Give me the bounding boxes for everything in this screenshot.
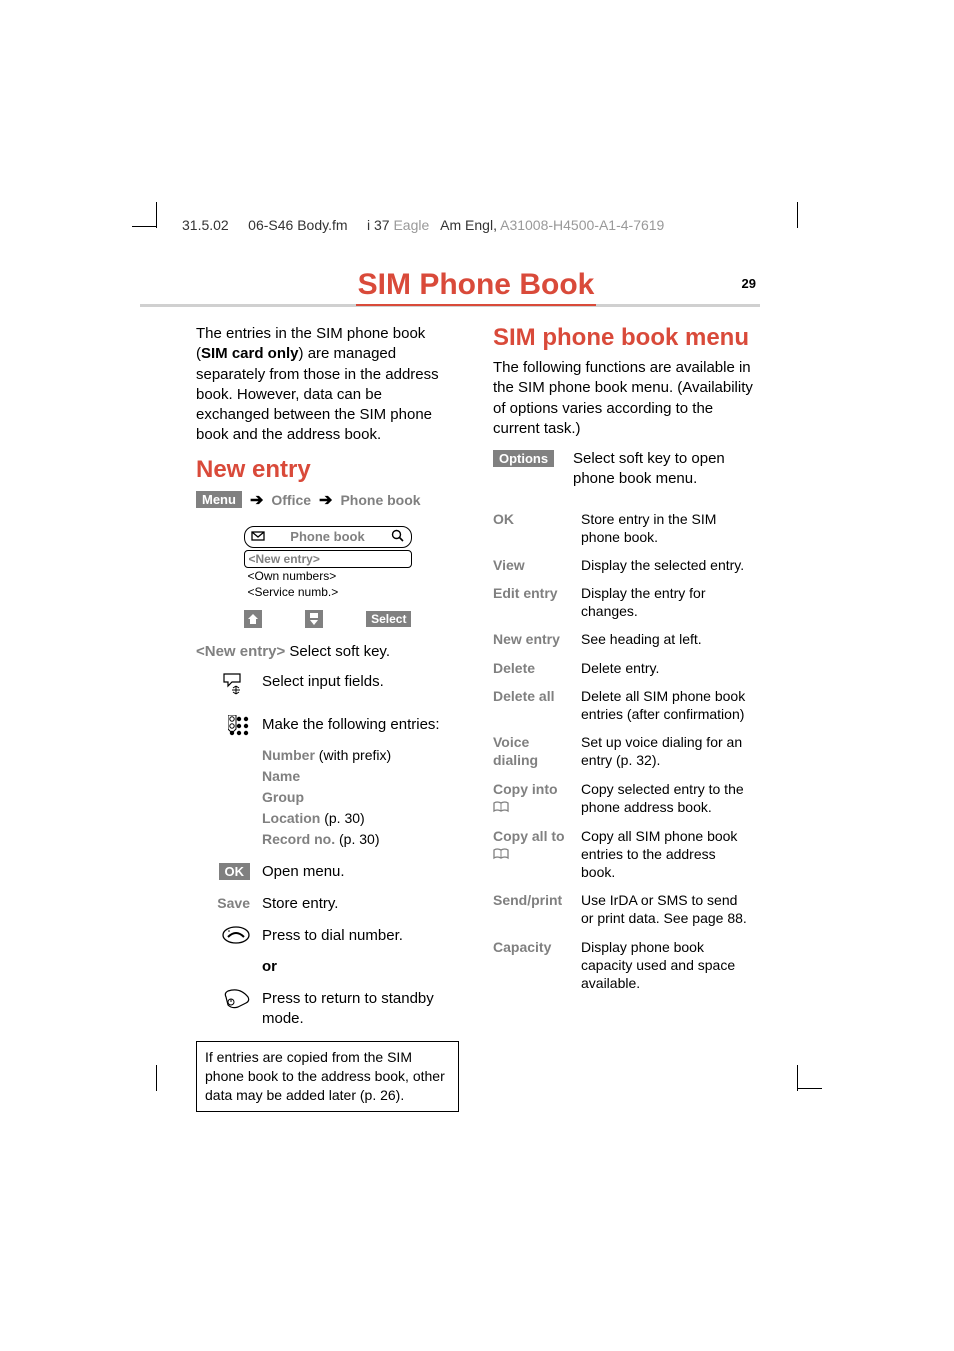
option-desc: Use IrDA or SMS to send or print data. S… (581, 886, 756, 932)
field-location: Location (p. 30) (262, 808, 459, 829)
intro-paragraph: The entries in the SIM phone book (SIM c… (196, 324, 459, 446)
call-key-icon (196, 926, 250, 977)
step-save: Save Store entry. (196, 894, 459, 914)
save-label: Save (196, 894, 250, 914)
option-label: Send/print (493, 886, 581, 932)
right-column: SIM phone book menu The following functi… (493, 324, 756, 1112)
option-desc: Copy selected entry to the phone address… (581, 775, 756, 822)
option-label: Voice dialing (493, 728, 581, 774)
crop-mark (156, 1065, 157, 1091)
keypad-icon (196, 715, 250, 850)
option-label: New entry (493, 625, 581, 653)
option-label: Copy into (493, 775, 581, 822)
option-desc: Display the entry for changes. (581, 579, 756, 625)
phone-tab-bar: Phone book (244, 526, 412, 548)
option-row: Delete allDelete all SIM phone book entr… (493, 682, 756, 728)
header-idx: i 37 (367, 217, 390, 233)
phone-tab-title: Phone book (290, 529, 364, 544)
options-table: OKStore entry in the SIM phone book.View… (493, 506, 756, 999)
left-column: The entries in the SIM phone book (SIM c… (196, 324, 459, 1112)
crop-mark (156, 202, 157, 228)
address-book-icon (493, 847, 509, 862)
step-keypad: Make the following entries: Number (with… (196, 715, 459, 850)
phone-list-highlight: <New entry> (244, 550, 412, 568)
select-softkey: Select (366, 611, 411, 627)
option-label: OK (493, 506, 581, 551)
options-tag: Options (493, 450, 554, 467)
menu-path: Menu ➔ Office ➔ Phone book (196, 490, 459, 510)
option-label: View (493, 551, 581, 579)
option-desc: Delete entry. (581, 654, 756, 682)
option-desc: Copy all SIM phone book entries to the a… (581, 822, 756, 887)
header-lang: Am Engl (440, 217, 493, 233)
header-date: 31.5.02 (182, 217, 229, 233)
menu-intro: The following functions are available in… (493, 358, 756, 439)
option-row: Copy into Copy selected entry to the pho… (493, 775, 756, 822)
address-book-icon (493, 800, 509, 815)
options-row: Options Select soft key to open phone bo… (493, 449, 756, 490)
step-standby: Press to return to standby mode. (196, 989, 459, 1030)
note-box: If entries are copied from the SIM phone… (196, 1041, 459, 1112)
option-desc: See heading at left. (581, 625, 756, 653)
step-cursor: Select input fields. (196, 672, 459, 703)
step-ok: OK Open menu. (196, 862, 459, 882)
option-row: New entrySee heading at left. (493, 625, 756, 653)
arrow-icon: ➔ (250, 490, 263, 510)
option-row: CapacityDisplay phone book capacity used… (493, 933, 756, 998)
phone-list-item: <Service numb.> (244, 584, 412, 600)
option-desc: Display phone book capacity used and spa… (581, 933, 756, 998)
doc-header: 31.5.02 06-S46 Body.fm i 37 Eagle Am Eng… (182, 217, 664, 233)
option-desc: Set up voice dialing for an entry (p. 32… (581, 728, 756, 774)
option-row: Send/printUse IrDA or SMS to send or pri… (493, 886, 756, 932)
option-row: Voice dialingSet up voice dialing for an… (493, 728, 756, 774)
option-row: Edit entryDisplay the entry for changes. (493, 579, 756, 625)
header-file: 06-S46 Body.fm (248, 217, 347, 233)
phone-screen-mockup: Phone book <New entry> <Own numbers> <Se… (244, 526, 412, 628)
new-entry-heading: New entry (196, 456, 459, 484)
option-row: OKStore entry in the SIM phone book. (493, 506, 756, 551)
field-record: Record no. (p. 30) (262, 829, 459, 850)
option-row: DeleteDelete entry. (493, 654, 756, 682)
field-group: Group (262, 787, 459, 808)
option-label: Delete all (493, 682, 581, 728)
header-project: Eagle (393, 217, 429, 233)
field-number: Number (with prefix) (262, 745, 459, 766)
tab-prev-icon (251, 530, 267, 544)
crop-mark (132, 226, 156, 227)
phone-list-item: <Own numbers> (244, 568, 412, 584)
option-label: Delete (493, 654, 581, 682)
page-number: 29 (742, 276, 756, 291)
ok-tag: OK (219, 863, 251, 880)
scroll-softkey-icon (305, 610, 323, 628)
menu-heading: SIM phone book menu (493, 324, 756, 352)
nav-phonebook: Phone book (340, 492, 420, 508)
option-desc: Store entry in the SIM phone book. (581, 506, 756, 551)
step-select-softkey: <New entry> Select soft key. (196, 642, 459, 662)
step-dial: Press to dial number. or (196, 926, 459, 977)
option-label: Capacity (493, 933, 581, 998)
option-row: Copy all toCopy all SIM phone book entri… (493, 822, 756, 887)
field-name: Name (262, 766, 459, 787)
tab-next-icon (391, 529, 405, 545)
or-label: or (262, 957, 459, 977)
crop-mark (797, 202, 798, 228)
option-desc: Display the selected entry. (581, 551, 756, 579)
menu-tag: Menu (196, 491, 242, 508)
option-label: Copy all to (493, 822, 581, 887)
end-key-icon (196, 989, 250, 1030)
nav-office: Office (271, 492, 311, 508)
option-row: ViewDisplay the selected entry. (493, 551, 756, 579)
crop-mark (798, 1088, 822, 1089)
option-label: Edit entry (493, 579, 581, 625)
option-desc: Delete all SIM phone book entries (after… (581, 682, 756, 728)
cursor-icon (196, 672, 250, 703)
phone-softkeys: Select (244, 610, 412, 628)
home-softkey-icon (244, 610, 262, 628)
arrow-icon: ➔ (319, 490, 332, 510)
header-docnum: A31008-H4500-A1-4-7619 (500, 217, 664, 233)
page-title: SIM Phone Book (356, 268, 597, 306)
